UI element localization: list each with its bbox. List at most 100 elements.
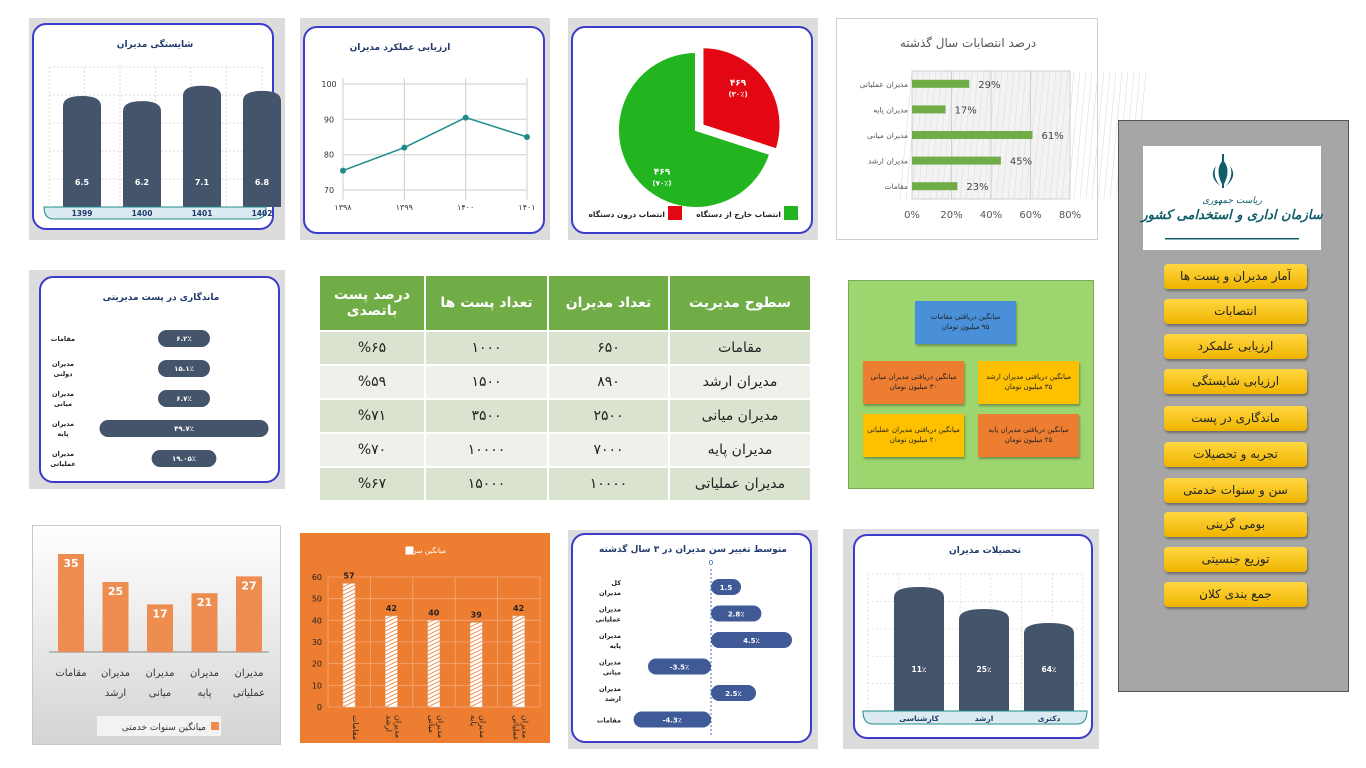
appoint-bar xyxy=(912,105,946,114)
managers-table: سطوح مدیریت تعداد مدیران تعداد پست ها در… xyxy=(318,274,812,502)
agechange-value-label: 1.5 xyxy=(720,584,733,592)
agechange-value-label: 2.5٪ xyxy=(725,690,742,698)
age-category-label: مدیران xyxy=(478,715,487,738)
table-cell: %۷۱ xyxy=(318,398,426,434)
navigation-panel: ریاست جمهوری سازمان اداری و استخدامی کشو… xyxy=(1118,120,1349,692)
retention-category-label: مقامات xyxy=(51,335,75,343)
appoint-tile: درصد انتصابات سال گذشته 0% 20% 40% 60% 80% 29%… xyxy=(836,18,1147,240)
nav-button[interactable]: توزیع جنسیتی xyxy=(1164,547,1307,572)
table-row: مدیران میانی ۲۵۰۰ ۳۵۰۰ %۷۱ xyxy=(318,398,812,434)
nav-button[interactable]: انتصابات xyxy=(1164,299,1307,324)
age-tile: میانگین سن 0 10 20 30 40 50 60 57 مقامات 42 مدیران ا… xyxy=(300,533,550,743)
nav-button[interactable]: جمع بندی کلان xyxy=(1164,582,1307,607)
chart-title: متوسط تغییر سن مدیران در ۳ سال گذشته xyxy=(599,543,787,555)
hatch-line xyxy=(427,688,440,696)
table-cell: مدیران ارشد xyxy=(668,364,812,400)
hatch-line xyxy=(1091,70,1105,200)
hatch-line xyxy=(512,692,525,700)
appoint-x-tick: 0% xyxy=(904,210,920,221)
hatch-line xyxy=(385,696,398,704)
header-level: سطوح مدیریت xyxy=(668,274,812,332)
competence-card: شایستگی مدیران 6.5 6.2 7.1 6.8 1399 1400 1401 14… xyxy=(32,23,281,230)
hatch-line xyxy=(470,644,483,652)
table-cell: %۷۰ xyxy=(318,432,426,468)
nav-button[interactable]: ارزیابی علمکرد xyxy=(1164,334,1307,359)
hatch-line xyxy=(512,632,525,640)
age-value-label: 42 xyxy=(386,604,397,613)
hatch-line xyxy=(385,700,398,708)
performance-x-tick: ۱۴۰۰ xyxy=(457,203,474,212)
age-y-tick: 10 xyxy=(312,681,322,690)
organization-logo: ریاست جمهوری سازمان اداری و استخدامی کشو… xyxy=(1139,146,1324,250)
competence-bar xyxy=(63,96,101,207)
hatch-line xyxy=(427,680,440,688)
hatch-line xyxy=(342,660,356,668)
nav-button[interactable]: بومی گزینی xyxy=(1164,512,1307,537)
table-row: مدیران عملیاتی ۱۰۰۰۰ ۱۵۰۰۰ %۶۷ xyxy=(318,466,812,502)
service-category-label: عملیاتی xyxy=(233,688,265,699)
appoint-value-label: 17% xyxy=(955,105,977,116)
hatch-line xyxy=(427,660,440,668)
hatch-line xyxy=(512,660,525,668)
service-tile: 35 مقامات 25 مدیران ارشد 17 مدیران میانی 21 مدیرا… xyxy=(32,525,281,745)
agechange-bar xyxy=(648,658,711,675)
hatch-line xyxy=(1043,70,1057,200)
education-chart: تحصیلات مدیران 11٪ 25٪ 64٪ کارشناسی ارشد دکتری xyxy=(862,546,1088,725)
salary-box-title: میانگین دریافتی مدیران پایه xyxy=(988,426,1069,435)
service-category-label: مدیران xyxy=(101,668,130,679)
agechange-category-label: عملیاتی xyxy=(595,616,621,624)
hatch-line xyxy=(512,688,525,696)
salary-box: میانگین دریافتی مدیران عملیاتی ۲۰ میلیون … xyxy=(863,414,964,457)
hatch-line xyxy=(385,692,398,700)
hatch-line xyxy=(342,584,356,592)
nav-button[interactable]: سن و سنوات خدمتی xyxy=(1164,478,1307,503)
nav-button[interactable]: ارزیابی شایستگی xyxy=(1164,369,1307,394)
hatch-line xyxy=(470,688,483,696)
agechange-category-label: ارشد xyxy=(605,695,621,703)
agechange-category-label: میانی xyxy=(603,669,621,677)
performance-y-tick: 90 xyxy=(324,115,334,124)
retention-value-label: ۴۹.۷٪ xyxy=(174,425,194,433)
table-cell: ۱۰۰۰۰ xyxy=(547,466,670,502)
nav-button[interactable]: تجربه و تحصیلات xyxy=(1164,442,1307,467)
age-value-label: 57 xyxy=(343,572,354,581)
education-bar xyxy=(959,609,1009,711)
retention-category-label: میانی xyxy=(54,400,72,408)
chart-title: شایستگی مدیران xyxy=(117,38,194,50)
hatch-line xyxy=(427,664,440,672)
service-bar xyxy=(102,582,129,652)
education-value-label: 25٪ xyxy=(976,665,991,674)
chart-title: تحصیلات مدیران xyxy=(949,546,1021,556)
agechange-value-label: 4.5٪ xyxy=(743,637,760,645)
performance-line xyxy=(342,116,528,172)
hatch-line xyxy=(470,676,483,684)
hatch-line xyxy=(385,612,398,620)
hatch-line xyxy=(427,672,440,680)
agechange-category-label: مدیران xyxy=(599,589,621,597)
performance-x-tick: ۱۴۰۱ xyxy=(518,203,535,212)
nav-button[interactable]: آمار مدیران و پست ها xyxy=(1164,264,1307,289)
hatch-line xyxy=(427,696,440,704)
age-category-label: میانی xyxy=(427,715,436,733)
competence-bar xyxy=(243,90,281,207)
hatch-line xyxy=(427,636,440,644)
performance-y-tick: 80 xyxy=(324,151,334,160)
table-cell: %۶۷ xyxy=(318,466,426,502)
logo-line2: سازمان اداری و استخدامی کشور xyxy=(1139,208,1323,223)
service-value-label: 27 xyxy=(241,579,256,592)
legend-label: میانگین سن xyxy=(411,546,446,555)
table-cell: ۲۵۰۰ xyxy=(547,398,670,434)
service-category-label: مدیران xyxy=(145,668,174,679)
nav-button[interactable]: ماندگاری در پست xyxy=(1164,406,1307,431)
hatch-line xyxy=(342,684,356,692)
table-row: مقامات ۶۵۰ ۱۰۰۰ %۶۵ xyxy=(318,330,812,366)
legend-swatch xyxy=(405,546,414,555)
hatch-line xyxy=(427,632,440,640)
hatch-line xyxy=(1061,70,1075,200)
age-category-label: مقامات xyxy=(351,715,360,740)
competence-year-label: 1400 xyxy=(132,209,153,218)
agechange-category-label: مقامات xyxy=(597,717,621,725)
hatch-line xyxy=(342,612,356,620)
table-cell: مدیران میانی xyxy=(668,398,812,434)
header-posts: تعداد پست ها xyxy=(424,274,549,332)
